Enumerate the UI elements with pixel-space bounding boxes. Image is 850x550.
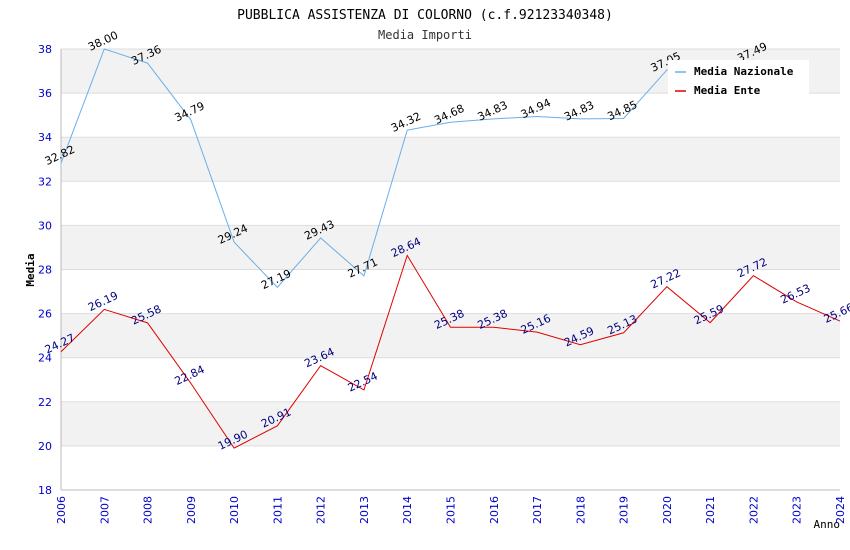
y-tick-label: 34 — [38, 131, 52, 144]
band-20-22 — [61, 401, 840, 446]
x-tick-label: 2019 — [618, 496, 631, 524]
x-tick-label: 2008 — [142, 496, 155, 524]
x-tick-label: 2015 — [445, 496, 458, 524]
x-tick-label: 2009 — [185, 496, 198, 524]
x-tick-label: 2013 — [358, 496, 371, 524]
band-34-36 — [61, 93, 840, 138]
y-tick-label: 22 — [38, 396, 52, 409]
series-lines — [60, 48, 841, 449]
x-tick-label: 2022 — [747, 496, 760, 524]
band-32-34 — [61, 137, 840, 182]
x-tick-label: 2014 — [401, 496, 414, 524]
x-tick-label: 2023 — [791, 496, 804, 524]
x-axis: 2006 2007 2008 2009 2010 2011 2012 2013 2014 2015… — [55, 489, 847, 524]
y-tick-label: 32 — [38, 175, 52, 188]
x-tick-label: 2016 — [488, 496, 501, 524]
x-tick-label: 2006 — [55, 496, 68, 524]
y-tick-label: 24 — [38, 352, 52, 365]
y-tick-label: 20 — [38, 440, 52, 453]
y-tick-label: 36 — [38, 87, 52, 100]
legend: Media Nazionale Media Ente — [668, 60, 809, 97]
series-line-media-nazionale — [60, 48, 754, 289]
x-tick-label: 2024 — [834, 496, 847, 524]
band-26-28 — [61, 269, 840, 314]
plot-background-bands — [61, 49, 840, 490]
chart-subtitle: Media Importi — [378, 28, 472, 42]
legend-label-media-ente: Media Ente — [694, 84, 761, 97]
y-tick-label: 18 — [38, 484, 52, 497]
band-30-32 — [61, 181, 840, 226]
x-tick-label: 2010 — [228, 496, 241, 524]
x-tick-label: 2011 — [271, 496, 284, 524]
chart-title: PUBBLICA ASSISTENZA DI COLORNO (c.f.9212… — [237, 8, 613, 23]
x-tick-label: 2021 — [704, 496, 717, 524]
x-tick-label: 2017 — [531, 496, 544, 524]
y-tick-label: 38 — [38, 43, 52, 56]
band-24-26 — [61, 313, 840, 358]
band-22-24 — [61, 357, 840, 402]
y-axis-title: Media — [24, 253, 37, 286]
x-tick-label: 2020 — [661, 496, 674, 524]
legend-box — [668, 60, 809, 96]
y-tick-label: 26 — [38, 308, 52, 321]
x-tick-label: 2018 — [574, 496, 587, 524]
x-tick-label: 2012 — [315, 496, 328, 524]
series-line-media-ente — [60, 254, 841, 449]
x-tick-label: 2007 — [98, 496, 111, 524]
band-18-20 — [61, 445, 840, 490]
x-axis-title: Anno — [814, 518, 841, 531]
y-axis: 18 20 22 24 26 28 30 32 34 36 38 — [38, 43, 62, 497]
y-tick-label: 28 — [38, 264, 52, 277]
band-28-30 — [61, 225, 840, 270]
legend-label-media-nazionale: Media Nazionale — [694, 65, 794, 78]
y-tick-label: 30 — [38, 219, 52, 232]
